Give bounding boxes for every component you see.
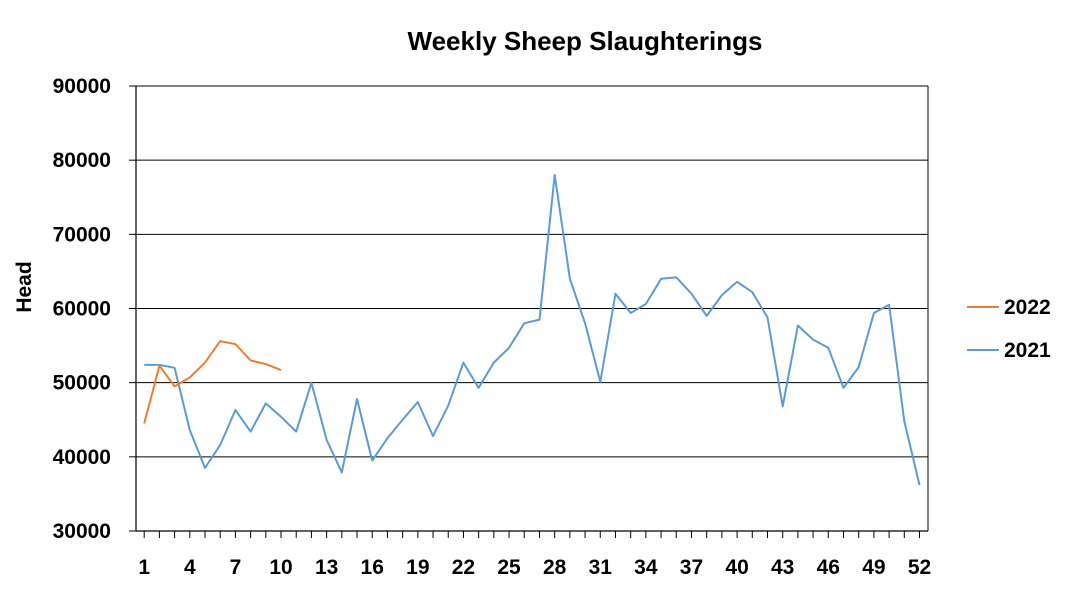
x-tick-label: 10	[269, 556, 292, 579]
y-tick-label: 30000	[53, 520, 111, 543]
y-axis-label: Head	[13, 261, 36, 312]
y-tick-label: 80000	[53, 149, 111, 172]
x-tick-label: 25	[497, 556, 521, 579]
y-tick-label: 50000	[53, 372, 111, 395]
y-tick-label: 90000	[53, 75, 111, 98]
x-tick-label: 46	[817, 556, 840, 579]
x-tick-label: 40	[725, 556, 748, 579]
y-tick-label: 60000	[53, 298, 111, 321]
x-tick-label: 31	[589, 556, 613, 579]
x-tick-label: 37	[680, 556, 703, 579]
x-tick-label: 22	[452, 556, 475, 579]
chart-title: Weekly Sheep Slaughterings	[408, 26, 763, 56]
x-tick-label: 16	[361, 556, 384, 579]
gridlines	[136, 85, 928, 458]
x-tick-label: 19	[406, 556, 429, 579]
series-line-2021	[144, 174, 921, 486]
x-tick-label: 49	[862, 556, 885, 579]
y-tick-label: 70000	[53, 223, 111, 246]
x-tick-label: 13	[315, 556, 338, 579]
x-tick-label: 52	[908, 556, 931, 579]
series-lines	[143, 174, 921, 486]
y-tick-label: 40000	[53, 446, 111, 469]
legend-label-2021: 2021	[1004, 339, 1051, 362]
x-tick-label: 34	[634, 556, 658, 579]
legend-label-2022: 2022	[1004, 296, 1051, 319]
y-axis: 30000 40000 50000 60000 70000 80000 90000	[53, 75, 136, 543]
series-line-2022	[143, 340, 282, 424]
x-axis: 1 4 7 10 13 16 19 22 25 28 31 34 37 40 43 46 49 52	[138, 531, 931, 579]
x-tick-label: 1	[138, 556, 150, 579]
x-tick-label: 7	[230, 556, 242, 579]
x-tick-label: 43	[771, 556, 794, 579]
x-tick-label: 28	[543, 556, 567, 579]
x-tick-label: 4	[184, 556, 196, 579]
legend: 2022 2021	[967, 296, 1051, 362]
